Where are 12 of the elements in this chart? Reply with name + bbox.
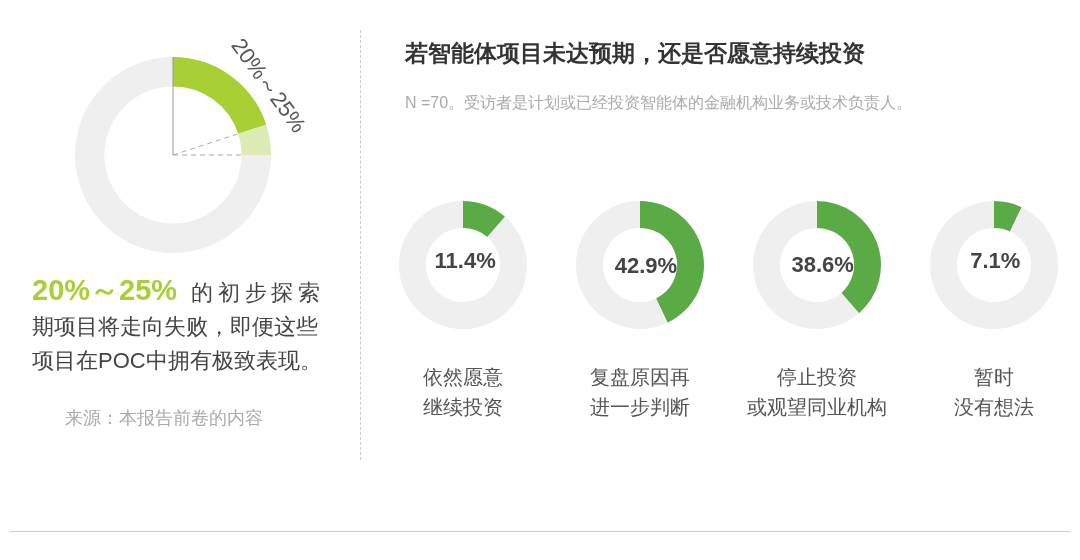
text: 暂时没有想法 [953,365,1035,420]
source-note: 来源：本报告前卷的内容 [65,407,263,430]
text: 停止投资或观望同业机构 [746,365,888,420]
text: 复盘原因再进一步判断 [589,365,691,420]
data-label: 11.4% [434,248,496,274]
data-label: 7.1% [970,248,1021,274]
data-label: 38.6% [791,251,854,277]
text: 若智能体项目未达预期，还是否愿意持续投资 [405,39,865,68]
text: 20%～25% 的初步探索期项目将走向失败，即便这些项目在POC中拥有极致表现。 [32,273,323,375]
text: N =70。受访者是计划或已经投资智能体的金融机构业务或技术负责人。 [405,93,913,113]
data-label: 42.9% [614,252,678,278]
text: 依然愿意继续投资 [422,365,504,420]
